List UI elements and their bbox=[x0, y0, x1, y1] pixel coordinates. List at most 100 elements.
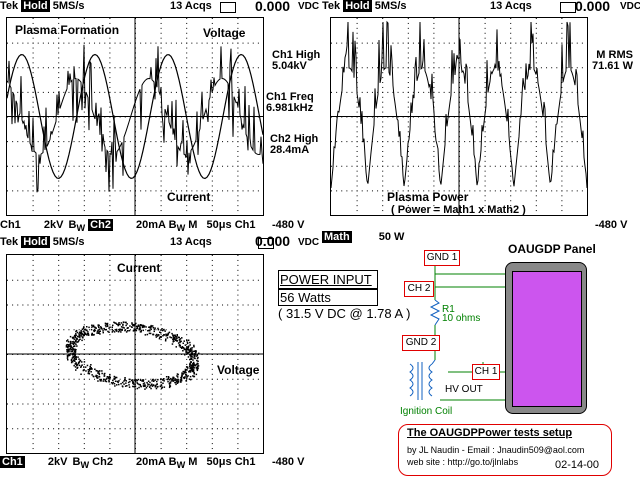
grid-dot bbox=[58, 57, 60, 59]
xy-point bbox=[152, 333, 154, 336]
grid-dot bbox=[83, 165, 85, 167]
grid-dot bbox=[58, 42, 60, 44]
grid-dot bbox=[407, 200, 409, 202]
grid-dot bbox=[165, 279, 167, 281]
grid-dot bbox=[237, 259, 239, 261]
grid-dot bbox=[58, 160, 60, 162]
grid-dot bbox=[520, 67, 522, 69]
grid-dot bbox=[257, 329, 259, 331]
xy-point bbox=[97, 370, 100, 373]
grid-dot bbox=[561, 42, 563, 44]
xy-point bbox=[189, 366, 192, 368]
xy-point bbox=[105, 328, 107, 331]
xy-point bbox=[90, 371, 92, 373]
grid-dot bbox=[109, 329, 111, 331]
grid-dot bbox=[32, 368, 34, 370]
grid-dot bbox=[27, 403, 29, 405]
grid-dot bbox=[407, 131, 409, 133]
grid-dot bbox=[423, 165, 425, 167]
grid-dot bbox=[155, 428, 157, 430]
grid-dot bbox=[160, 160, 162, 162]
grid-dot bbox=[206, 378, 208, 380]
grid-dot bbox=[237, 274, 239, 276]
xy-point bbox=[198, 352, 200, 355]
xy-point bbox=[180, 378, 183, 380]
grid-dot bbox=[211, 294, 213, 296]
grid-dot bbox=[83, 126, 85, 128]
grid-dot bbox=[356, 155, 358, 157]
xy-point bbox=[175, 338, 177, 340]
grid-dot bbox=[58, 210, 60, 212]
xy-point bbox=[176, 334, 178, 336]
grid-dot bbox=[32, 304, 34, 306]
grid-dot bbox=[377, 67, 379, 69]
grid-dot bbox=[22, 190, 24, 192]
grid-dot bbox=[206, 190, 208, 192]
grid-dot bbox=[186, 398, 188, 400]
grid-dot bbox=[510, 91, 512, 93]
xy-point bbox=[180, 340, 182, 343]
grid-dot bbox=[382, 165, 384, 167]
grid-dot bbox=[22, 304, 24, 306]
xy-point bbox=[81, 328, 84, 330]
grid-dot bbox=[571, 91, 573, 93]
grid-dot bbox=[331, 141, 332, 143]
grid-dot bbox=[170, 279, 172, 281]
xy-point bbox=[188, 370, 190, 373]
xy-point bbox=[118, 328, 120, 331]
grid-dot bbox=[232, 165, 234, 167]
grid-dot bbox=[140, 403, 142, 405]
grid-dot bbox=[160, 150, 162, 152]
xy-point bbox=[117, 331, 120, 333]
xy-point bbox=[157, 385, 159, 388]
grid-dot bbox=[32, 67, 34, 69]
grid-dot bbox=[32, 299, 34, 301]
grid-dot bbox=[566, 165, 568, 167]
grid-dot bbox=[186, 18, 188, 19]
grid-dot bbox=[211, 18, 213, 19]
ch1-scale: 2kV bbox=[47, 456, 68, 468]
xy-point bbox=[164, 340, 167, 342]
grid-dot bbox=[155, 329, 157, 331]
grid-dot bbox=[397, 42, 399, 44]
grid-dot bbox=[211, 423, 213, 425]
grid-dot bbox=[561, 126, 563, 128]
acq-count: 13 Acqs bbox=[170, 0, 212, 12]
power-trace bbox=[331, 20, 587, 189]
grid-dot bbox=[216, 67, 218, 69]
grid-dot bbox=[443, 67, 445, 69]
grid-dot bbox=[109, 82, 111, 84]
xy-point bbox=[120, 322, 123, 324]
grid-dot bbox=[535, 180, 537, 182]
grid-dot bbox=[510, 72, 512, 74]
xy-point bbox=[102, 331, 104, 334]
grid-dot bbox=[402, 190, 404, 192]
grid-dot bbox=[510, 121, 512, 123]
xy-point bbox=[181, 374, 183, 376]
xy-point bbox=[190, 367, 193, 369]
grid-dot bbox=[356, 150, 358, 152]
grid-dot bbox=[109, 180, 111, 182]
grid-dot bbox=[186, 170, 188, 172]
grid-dot bbox=[397, 67, 399, 69]
grid-dot bbox=[510, 77, 512, 79]
grid-dot bbox=[32, 150, 34, 152]
grid-dot bbox=[109, 334, 111, 336]
grid-dot bbox=[484, 47, 486, 49]
grid-dot bbox=[32, 398, 34, 400]
xy-point bbox=[150, 387, 152, 390]
xy-point bbox=[178, 345, 181, 347]
grid-dot bbox=[27, 165, 29, 167]
xy-point bbox=[74, 351, 76, 354]
grid-dot bbox=[186, 314, 188, 316]
grid-dot bbox=[58, 175, 60, 177]
grid-dot bbox=[12, 279, 14, 281]
xy-point bbox=[186, 353, 188, 355]
grid-dot bbox=[392, 91, 394, 93]
xy-point bbox=[123, 321, 125, 323]
xy-point bbox=[143, 385, 145, 388]
grid-dot bbox=[484, 180, 486, 182]
grid-dot bbox=[150, 304, 152, 306]
grid-dot bbox=[129, 165, 131, 167]
xy-point bbox=[93, 375, 95, 378]
